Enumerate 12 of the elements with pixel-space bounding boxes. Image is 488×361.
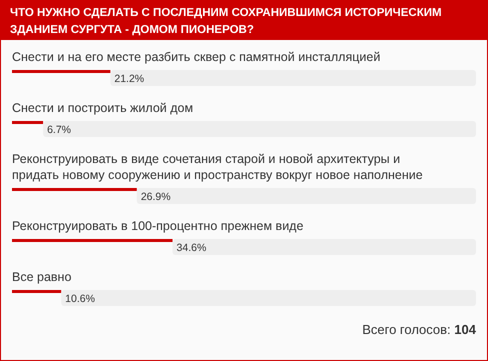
y-tick-label: Реконструировать в 100-процентно прежнем виде bbox=[12, 219, 304, 233]
y-tick-label: Реконструировать в виде сочетания старой и новой архитектуры и придать новому сооружению и пространству вокруг новое наполнение bbox=[12, 152, 423, 182]
chart-title: ЧТО НУЖНО СДЕЛАТЬ С ПОСЛЕДНИМ СОХРАНИВШИМСЯ ИСТОРИЧЕСКИМ ЗДАНИЕМ СУРГУТА - ДОМОМ ПИОНЕРОВ? bbox=[10, 7, 442, 36]
y-tick-label: Все равно bbox=[12, 270, 72, 284]
y-tick-label: Снести и на его месте разбить сквер с памятной инсталляцией bbox=[12, 50, 380, 64]
data-label: 26.9% bbox=[140, 191, 171, 203]
data-label: 34.6% bbox=[176, 242, 206, 254]
data-label: 6.7% bbox=[47, 124, 72, 136]
data-label: 21.2% bbox=[114, 73, 144, 85]
annotation: Всего голосов: 104 bbox=[362, 322, 477, 337]
y-tick-label: Снести и построить жилой дом bbox=[12, 101, 194, 115]
data-label: 10.6% bbox=[65, 293, 95, 305]
